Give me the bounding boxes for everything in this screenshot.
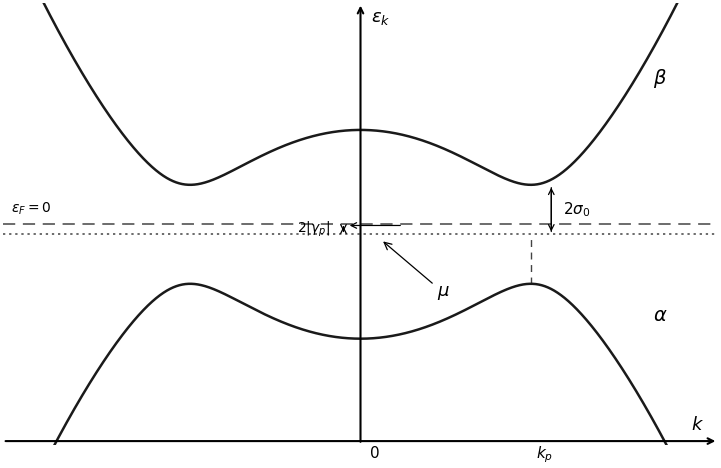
Text: $0$: $0$ bbox=[369, 445, 380, 461]
Text: $\beta$: $\beta$ bbox=[653, 67, 668, 90]
Text: $\mu$: $\mu$ bbox=[384, 242, 450, 302]
Text: $\varepsilon_k$: $\varepsilon_k$ bbox=[371, 9, 390, 28]
Text: $k_p$: $k_p$ bbox=[536, 445, 553, 465]
Text: $\varepsilon_F{=}0$: $\varepsilon_F{=}0$ bbox=[12, 200, 52, 217]
Text: $\alpha$: $\alpha$ bbox=[653, 307, 668, 325]
Text: $2\sigma_0$: $2\sigma_0$ bbox=[563, 200, 590, 219]
Text: $k$: $k$ bbox=[691, 416, 704, 434]
Text: $2|\gamma_p|$: $2|\gamma_p|$ bbox=[296, 219, 329, 239]
